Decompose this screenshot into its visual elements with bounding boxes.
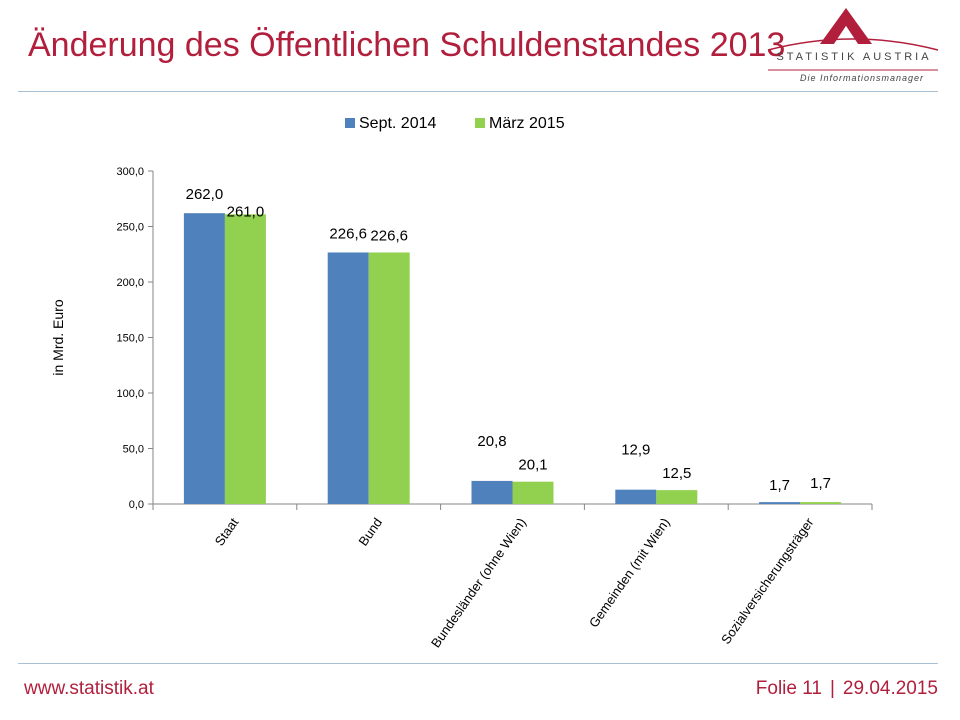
bar-maerz-2015 xyxy=(512,481,554,504)
x-category-label: Gemeinden (mit Wien) xyxy=(586,515,673,630)
data-label: 261,0 xyxy=(227,203,265,220)
logo-tagline: Die Informationsmanager xyxy=(800,73,925,83)
x-category-label: Bund xyxy=(355,515,385,548)
slide-number: Folie 11 xyxy=(755,678,822,699)
x-category-label: Staat xyxy=(212,515,242,549)
data-label: 20,8 xyxy=(477,433,506,450)
bar-maerz-2015 xyxy=(656,490,698,504)
data-label: 1,7 xyxy=(810,475,831,492)
footer-separator: | xyxy=(829,678,835,699)
footer-info: Folie 11 | 29.04.2015 xyxy=(756,678,938,700)
y-tick-label: 200,0 xyxy=(116,277,144,289)
bar-chart: 0,0 50,0 100,0 150,0 200,0 250,0 300,0 in Mrd. … xyxy=(50,115,873,650)
legend-swatch xyxy=(475,118,485,128)
bar-maerz-2015 xyxy=(800,502,842,504)
bar-maerz-2015 xyxy=(368,252,410,504)
y-tick-label: 0,0 xyxy=(129,499,144,511)
bar-sept-2014 xyxy=(759,502,801,504)
data-label: 226,6 xyxy=(329,225,367,242)
y-tick-label: 150,0 xyxy=(116,333,144,345)
legend-label: März 2015 xyxy=(489,115,565,132)
header-divider xyxy=(18,91,938,92)
slide-date: 29.04.2015 xyxy=(842,678,938,699)
statistik-austria-logo xyxy=(767,8,939,71)
data-label: 12,5 xyxy=(662,465,691,482)
legend-label: Sept. 2014 xyxy=(359,115,437,132)
data-label: 226,6 xyxy=(370,227,408,244)
bar-sept-2014 xyxy=(615,489,657,504)
x-category-label: Bundesländer (ohne Wien) xyxy=(428,515,529,650)
data-label: 20,1 xyxy=(518,457,547,474)
bar-sept-2014 xyxy=(471,480,513,504)
slide-title: Änderung des Öffentlichen Schuldenstande… xyxy=(28,26,786,64)
y-tick-label: 100,0 xyxy=(116,388,144,400)
footer-url[interactable]: www.statistik.at xyxy=(24,678,154,699)
bar-sept-2014 xyxy=(183,213,225,504)
footer-divider xyxy=(18,663,938,664)
y-tick-label: 50,0 xyxy=(123,444,144,456)
y-axis-title: in Mrd. Euro xyxy=(50,299,66,375)
y-tick-label: 250,0 xyxy=(116,222,144,234)
x-category-label: Sozialversicherungsträger xyxy=(718,515,817,647)
data-label: 1,7 xyxy=(769,477,790,494)
data-label: 12,9 xyxy=(621,442,650,459)
bar-maerz-2015 xyxy=(224,214,266,504)
data-label: 262,0 xyxy=(186,186,224,203)
legend-swatch xyxy=(345,118,355,128)
logo-name: STATISTIK AUSTRIA xyxy=(776,51,932,63)
y-tick-label: 300,0 xyxy=(116,166,144,178)
bar-sept-2014 xyxy=(327,252,369,504)
